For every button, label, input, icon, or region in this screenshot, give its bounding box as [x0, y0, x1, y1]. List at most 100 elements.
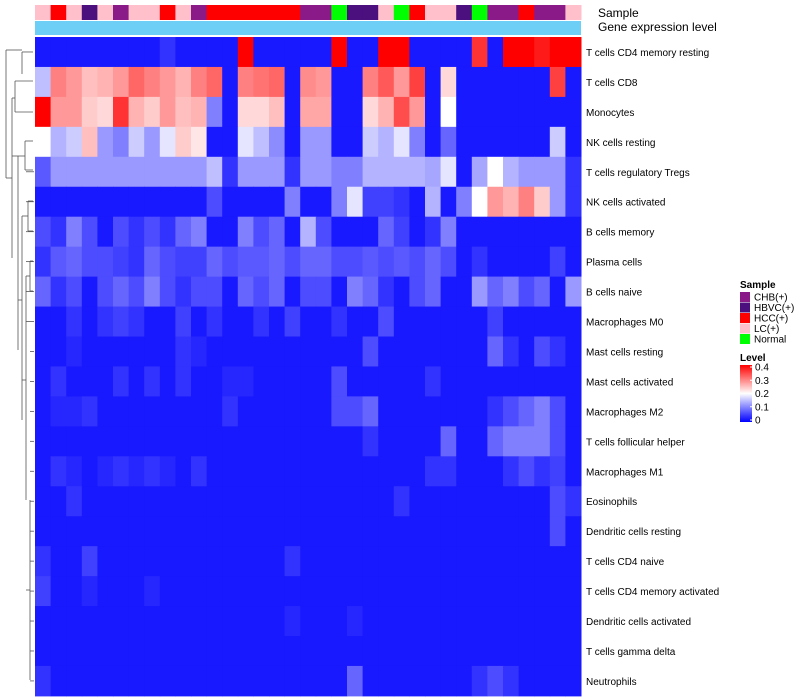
heatmap-cell [206, 156, 223, 188]
heatmap-cell [471, 576, 488, 607]
heatmap-cell [347, 486, 364, 517]
heatmap-cell [565, 336, 582, 367]
heatmap-cell [549, 306, 566, 337]
heatmap-cell [503, 246, 520, 278]
heatmap-cell [487, 66, 504, 98]
heatmap-cell [35, 486, 52, 517]
heatmap-cell [518, 37, 535, 68]
heatmap-cell [503, 636, 520, 667]
heatmap-cell [503, 456, 520, 487]
heatmap-cell [35, 156, 52, 188]
heatmap-cell [175, 636, 192, 667]
heatmap-cell [237, 246, 254, 278]
heatmap-cell [565, 426, 582, 457]
heatmap-cell [113, 606, 130, 637]
heatmap-cell [534, 486, 551, 517]
heatmap-cell [487, 276, 504, 308]
heatmap-cell [471, 156, 488, 188]
heatmap-cell [471, 486, 488, 517]
heatmap-cell [518, 486, 535, 517]
heatmap-cell [66, 96, 83, 128]
heatmap-cell [518, 546, 535, 577]
heatmap-cell [50, 576, 67, 607]
heatmap-cell [440, 306, 457, 337]
heatmap-cell [565, 396, 582, 427]
heatmap-cell [315, 276, 332, 308]
heatmap-cell [315, 516, 332, 547]
heatmap-cell [113, 306, 130, 337]
heatmap-cell [300, 246, 317, 278]
heatmap-cell [503, 216, 520, 248]
heatmap-cell [97, 66, 114, 98]
heatmap-cell [549, 426, 566, 457]
heatmap-cell [565, 665, 582, 697]
heatmap-cell [425, 606, 442, 637]
heatmap-cell [175, 156, 192, 188]
heatmap-cell [113, 246, 130, 278]
heatmap-cell [237, 546, 254, 577]
heatmap-cell [456, 366, 473, 397]
heatmap-cell [487, 516, 504, 547]
heatmap-cell [175, 126, 192, 158]
heatmap-cell [66, 636, 83, 667]
heatmap-cell [159, 486, 176, 517]
heatmap-cell [284, 665, 301, 697]
heatmap-cell [253, 186, 270, 218]
heatmap-cell [518, 606, 535, 637]
heatmap-cell [487, 636, 504, 667]
heatmap-cell [362, 456, 379, 487]
heatmap-cell [144, 306, 161, 337]
heatmap-cell [534, 366, 551, 397]
heatmap-cell [128, 336, 145, 367]
heatmap-cell [66, 366, 83, 397]
heatmap-cell [81, 516, 98, 547]
heatmap-cell [300, 665, 317, 697]
heatmap-cell [549, 96, 566, 128]
heatmap-cell [440, 156, 457, 188]
row-label: T cells follicular helper [586, 437, 685, 448]
heatmap-cell [269, 216, 286, 248]
sample-annotation-cell [50, 5, 67, 20]
heatmap-cell [81, 246, 98, 278]
heatmap-cell [331, 96, 348, 128]
sample-legend: Sample CHB(+)HBVC(+)HCC(+)LC(+)Normal [740, 280, 794, 346]
heatmap-cell [175, 516, 192, 547]
heatmap-cell [425, 456, 442, 487]
heatmap-cell [300, 156, 317, 188]
heatmap-cell [425, 486, 442, 517]
sample-legend-label: Normal [754, 335, 786, 346]
heatmap-cell [128, 456, 145, 487]
heatmap-cell [206, 546, 223, 577]
heatmap-cell [300, 456, 317, 487]
heatmap-cell [300, 366, 317, 397]
heatmap-cell [331, 665, 348, 697]
heatmap-cell [331, 66, 348, 98]
heatmap-cell [331, 37, 348, 68]
heatmap-cell [471, 66, 488, 98]
heatmap-cell [440, 66, 457, 98]
heatmap-cell [409, 636, 426, 667]
heatmap-cell [113, 456, 130, 487]
heatmap-cell [487, 216, 504, 248]
heatmap-cell [378, 66, 395, 98]
heatmap-cell [222, 606, 239, 637]
heatmap-cell [237, 66, 254, 98]
heatmap-cell [362, 216, 379, 248]
heatmap-cell [222, 186, 239, 218]
sample-annotation-cell [362, 5, 379, 20]
heatmap-cell [253, 96, 270, 128]
heatmap-cell [534, 246, 551, 278]
heatmap-cell [565, 246, 582, 278]
heatmap-cell [300, 636, 317, 667]
sample-annotation-cell [284, 5, 301, 20]
heatmap-cell [237, 276, 254, 308]
heatmap-cell [284, 276, 301, 308]
heatmap-cell [222, 456, 239, 487]
heatmap-cell [409, 66, 426, 98]
heatmap-cell [378, 336, 395, 367]
heatmap-cell [378, 606, 395, 637]
heatmap-cell [347, 246, 364, 278]
heatmap-cell [409, 486, 426, 517]
heatmap-cell [50, 665, 67, 697]
heatmap-cell [144, 186, 161, 218]
